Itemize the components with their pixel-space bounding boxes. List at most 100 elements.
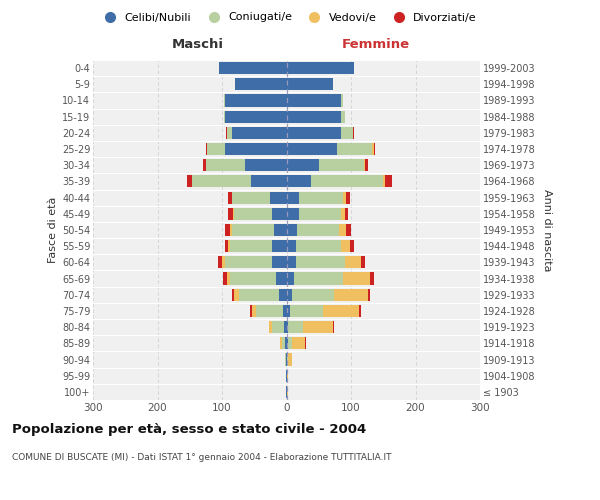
Bar (239, 288, 279, 301)
Bar (383, 176, 385, 188)
Bar (299, 192, 343, 203)
Bar (235, 78, 287, 90)
Bar (225, 143, 287, 155)
Bar (226, 127, 227, 139)
Bar (280, 338, 282, 349)
Bar (274, 224, 287, 236)
Bar (287, 176, 311, 188)
Bar (287, 208, 299, 220)
Bar (225, 110, 287, 122)
Bar (206, 159, 245, 172)
Bar (346, 224, 351, 236)
Bar (283, 305, 287, 317)
Bar (290, 305, 323, 317)
Bar (232, 192, 270, 203)
Bar (219, 62, 287, 74)
Bar (272, 256, 287, 268)
Bar (288, 338, 292, 349)
Bar (218, 256, 222, 268)
Bar (287, 127, 341, 139)
Legend: Celibi/Nubili, Coniugati/e, Vedovi/e, Divorziati/e: Celibi/Nubili, Coniugati/e, Vedovi/e, Di… (95, 8, 481, 27)
Bar (272, 321, 284, 333)
Bar (256, 305, 283, 317)
Bar (298, 224, 340, 236)
Text: Maschi: Maschi (172, 38, 223, 52)
Bar (287, 110, 341, 122)
Bar (245, 159, 287, 172)
Bar (337, 143, 372, 155)
Bar (287, 192, 299, 203)
Bar (296, 256, 344, 268)
Bar (346, 192, 350, 203)
Bar (233, 208, 272, 220)
Y-axis label: Anni di nascita: Anni di nascita (542, 188, 552, 271)
Bar (372, 143, 374, 155)
Bar (323, 305, 359, 317)
Bar (287, 272, 294, 284)
Bar (269, 321, 272, 333)
Bar (364, 159, 365, 172)
Bar (230, 224, 232, 236)
Bar (284, 354, 285, 366)
Bar (228, 192, 232, 203)
Bar (334, 288, 368, 301)
Bar (311, 176, 383, 188)
Bar (292, 338, 305, 349)
Bar (227, 127, 232, 139)
Bar (203, 159, 206, 172)
Bar (287, 338, 288, 349)
Bar (232, 288, 234, 301)
Bar (343, 272, 370, 284)
Bar (305, 338, 306, 349)
Bar (343, 192, 346, 203)
Bar (232, 224, 274, 236)
Bar (370, 272, 374, 284)
Bar (234, 288, 239, 301)
Bar (286, 354, 287, 366)
Bar (289, 354, 292, 366)
Bar (227, 272, 230, 284)
Bar (287, 321, 289, 333)
Bar (287, 305, 290, 317)
Bar (374, 143, 375, 155)
Bar (187, 176, 191, 188)
Bar (287, 370, 289, 382)
Bar (286, 386, 287, 398)
Bar (344, 208, 348, 220)
Bar (286, 370, 287, 382)
Text: Popolazione per età, sesso e stato civile - 2004: Popolazione per età, sesso e stato civil… (12, 422, 366, 436)
Bar (251, 176, 287, 188)
Bar (341, 240, 350, 252)
Bar (287, 224, 298, 236)
Bar (287, 386, 288, 398)
Text: Femmine: Femmine (341, 38, 410, 52)
Bar (287, 143, 337, 155)
Bar (285, 338, 287, 349)
Bar (232, 127, 287, 139)
Bar (251, 305, 256, 317)
Bar (224, 94, 225, 106)
Bar (285, 354, 286, 366)
Bar (292, 288, 334, 301)
Bar (230, 272, 276, 284)
Bar (272, 240, 287, 252)
Bar (223, 272, 227, 284)
Bar (287, 288, 292, 301)
Bar (289, 321, 302, 333)
Bar (225, 94, 287, 106)
Bar (224, 240, 229, 252)
Bar (282, 338, 285, 349)
Bar (341, 127, 353, 139)
Bar (302, 321, 333, 333)
Bar (222, 256, 225, 268)
Bar (368, 288, 370, 301)
Bar (207, 143, 225, 155)
Bar (272, 208, 287, 220)
Bar (191, 176, 251, 188)
Bar (225, 224, 230, 236)
Bar (296, 240, 341, 252)
Bar (341, 94, 343, 106)
Bar (294, 272, 343, 284)
Bar (359, 305, 361, 317)
Bar (299, 208, 341, 220)
